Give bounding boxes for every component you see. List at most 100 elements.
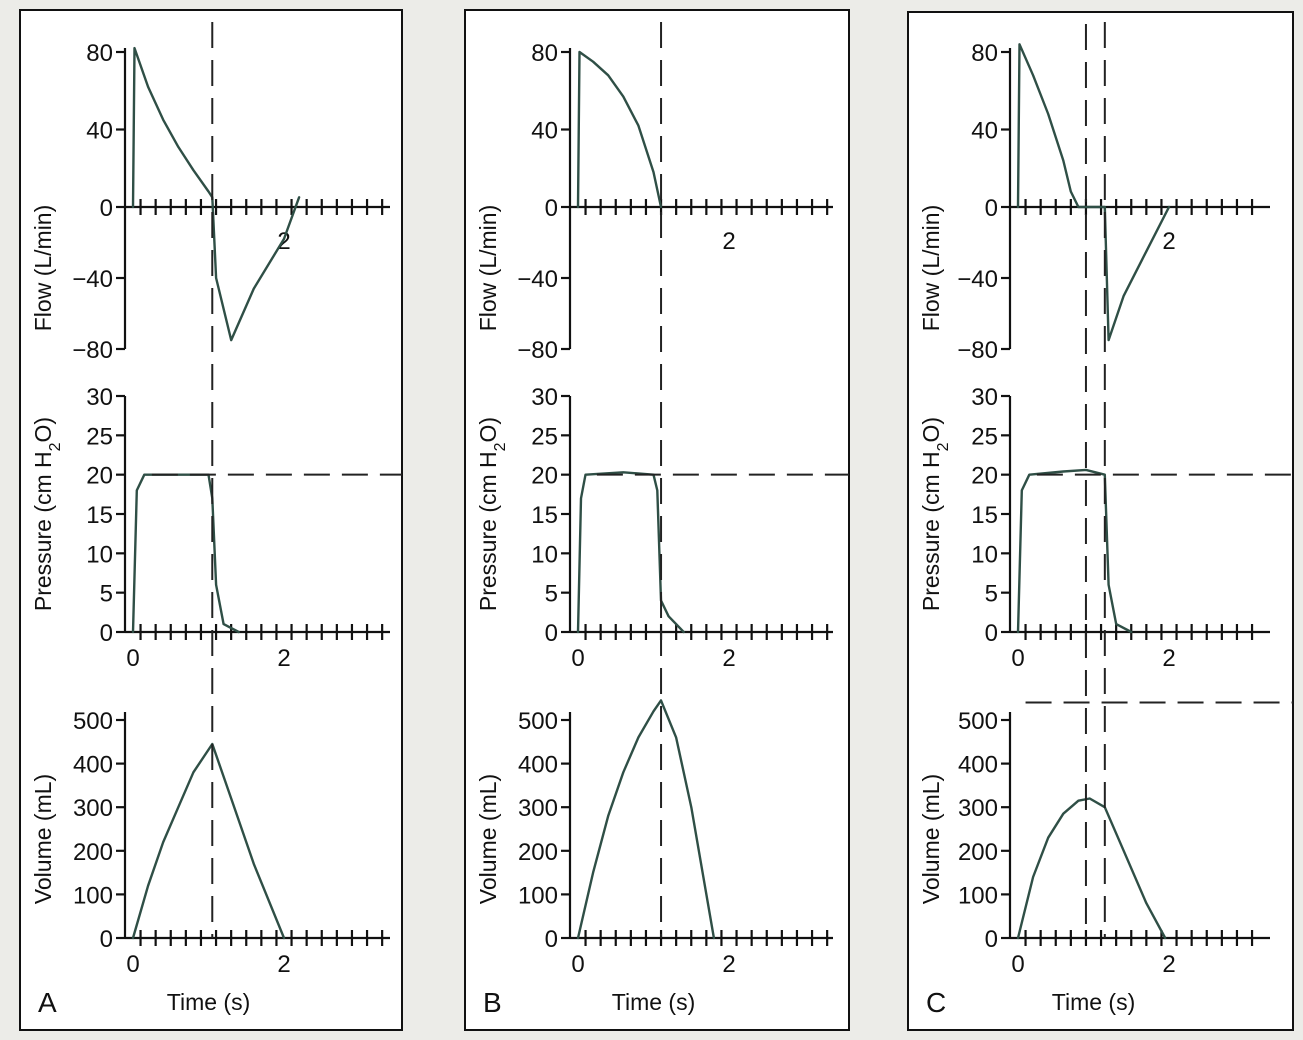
- volume-axis-label: Volume (mL): [475, 774, 501, 904]
- pressure-point: [1085, 469, 1087, 471]
- pressure-y-tick-label: 5: [100, 581, 113, 608]
- pressure-point: [143, 473, 146, 476]
- flow-point: [1107, 339, 1110, 341]
- panel-frame: [19, 9, 403, 1031]
- flow-y-tick-label: −80: [957, 337, 998, 364]
- flow-point: [1145, 250, 1148, 253]
- volume-point: [1164, 937, 1167, 939]
- pressure-y-tick-label: 0: [100, 620, 113, 647]
- flow-subplot: 80 40 0 −40 −80 2 Flow (L/min): [918, 40, 1270, 364]
- volume-curve: [576, 699, 716, 940]
- flow-axis-label: Flow (L/min): [918, 205, 944, 332]
- flow-curve: [576, 50, 663, 209]
- volume-y-tick-label: 0: [545, 926, 558, 953]
- panel-frame: [464, 9, 850, 1031]
- flow-point: [1047, 113, 1049, 115]
- flow-y-tick-label: 0: [985, 195, 998, 222]
- volume-subplot: 500 400 300 200 100 00 2 Volume (mL): [918, 708, 1270, 978]
- flow-point: [132, 206, 134, 208]
- flow-y-tick-label: 40: [531, 118, 558, 145]
- volume-y-tick-label: 300: [73, 795, 113, 822]
- flow-point: [1077, 206, 1080, 208]
- volume-y-tick-label: 400: [958, 752, 998, 779]
- flow-axis-label: Flow (L/min): [30, 205, 56, 332]
- flow-y-tick-label: −80: [517, 337, 558, 364]
- volume-axis-label: Volume (mL): [30, 774, 56, 904]
- flow-point: [1062, 159, 1065, 162]
- flow-y-tick-label: 0: [545, 195, 558, 222]
- volume-y-tick-label: 200: [958, 839, 998, 866]
- flow-x-tick-label: 2: [1162, 228, 1175, 255]
- pressure-y-tick-label: 5: [545, 581, 558, 608]
- volume-point: [1017, 937, 1019, 939]
- pressure-point: [1104, 473, 1106, 476]
- flow-y-tick-label: −80: [72, 337, 113, 364]
- pressure-axis-label: Pressure (cm H2O): [475, 417, 509, 611]
- pressure-axis-label-sub: 2: [47, 442, 64, 451]
- volume-y-tick-label: 0: [100, 926, 113, 953]
- panel-letter: A: [38, 987, 57, 1018]
- flow-point: [1017, 206, 1019, 208]
- volume-point: [132, 937, 134, 939]
- pressure-point: [1130, 631, 1133, 633]
- pressure-point: [1020, 489, 1023, 492]
- pressure-y-tick-label: 0: [545, 620, 558, 647]
- volume-x-tick-label: 0: [571, 951, 584, 978]
- flow-subplot: 80 40 0 −40 −80 2 Flow (L/min): [30, 40, 390, 364]
- flow-point: [607, 74, 609, 77]
- pressure-x-tick-label: 2: [1162, 645, 1175, 672]
- volume-point: [1088, 797, 1091, 800]
- volume-point: [660, 699, 662, 702]
- flow-y-tick-label: 80: [531, 40, 558, 67]
- pressure-axis-label-part: Pressure (cm H: [475, 451, 501, 611]
- flow-point: [1168, 206, 1170, 208]
- pressure-point: [135, 489, 138, 492]
- pressure-point: [237, 631, 240, 633]
- flow-point: [1122, 294, 1125, 297]
- volume-y-tick-label: 100: [73, 882, 113, 909]
- flow-point: [253, 287, 255, 290]
- volume-y-tick-label: 400: [518, 752, 558, 779]
- pressure-point: [675, 623, 677, 625]
- flow-point: [147, 86, 149, 88]
- volume-point: [1062, 812, 1065, 815]
- volume-point: [637, 736, 640, 739]
- volume-subplot: 500 400 300 200 100 00 2 Volume (mL): [30, 708, 390, 978]
- pressure-point: [580, 497, 582, 500]
- flow-point: [622, 95, 625, 98]
- pressure-axis-label-part: O): [475, 417, 501, 443]
- volume-point: [147, 884, 149, 887]
- x-axis-label: Time (s): [167, 989, 250, 1015]
- pressure-point: [1028, 473, 1031, 476]
- pressure-point: [215, 584, 217, 586]
- volume-x-tick-label: 0: [1011, 951, 1024, 978]
- flow-y-tick-label: −40: [957, 266, 998, 293]
- pressure-point: [1115, 623, 1117, 625]
- pressure-y-tick-label: 25: [971, 423, 998, 450]
- pressure-y-tick-label: 10: [971, 541, 998, 568]
- volume-y-tick-label: 100: [958, 882, 998, 909]
- pressure-y-tick-label: 0: [985, 620, 998, 647]
- volume-point: [607, 815, 609, 817]
- volume-x-tick-label: 2: [1162, 951, 1175, 978]
- volume-x-tick-label: 0: [126, 951, 139, 978]
- flow-subplot: 80 40 0 −40 −80 2 Flow (L/min): [475, 40, 833, 364]
- volume-point: [1145, 902, 1148, 904]
- volume-y-tick-label: 400: [73, 752, 113, 779]
- volume-y-tick-label: 100: [518, 882, 558, 909]
- flow-point: [177, 146, 180, 148]
- flow-point: [207, 190, 210, 193]
- pressure-y-tick-label: 10: [86, 541, 113, 568]
- flow-x-tick-label: 2: [277, 228, 290, 255]
- pressure-y-tick-label: 25: [86, 423, 113, 450]
- pressure-point: [584, 473, 587, 476]
- pressure-y-tick-label: 20: [86, 463, 113, 490]
- pressure-y-tick-label: 15: [86, 502, 113, 529]
- pressure-axis-label: Pressure (cm H2O): [918, 417, 952, 611]
- pressure-y-tick-label: 25: [531, 423, 558, 450]
- volume-point: [1047, 836, 1049, 839]
- pressure-axis-label-sub: 2: [492, 442, 509, 451]
- volume-subplot: 500 400 300 200 100 00 2 Volume (mL): [475, 699, 833, 978]
